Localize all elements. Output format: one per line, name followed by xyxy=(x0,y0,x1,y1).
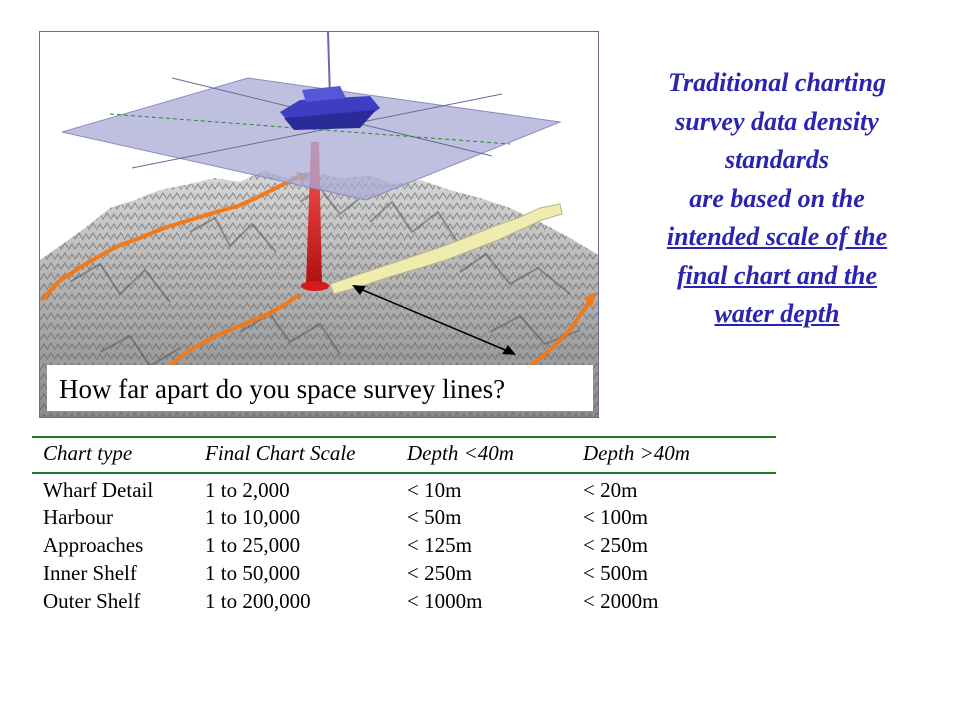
cell-final-chart-scale: 1 to 200,000 xyxy=(205,589,311,613)
cell-depth-over-40m: < 100m xyxy=(583,505,648,529)
cell-depth-under-40m: < 1000m xyxy=(407,589,483,613)
beam-footprint xyxy=(301,281,329,291)
survey-illustration: How far apart do you space survey lines? xyxy=(39,31,599,418)
side-text-line: intended scale of the xyxy=(666,222,888,251)
header-final-chart-scale: Final Chart Scale xyxy=(205,441,356,465)
cell-chart-type: Inner Shelf xyxy=(43,561,137,585)
side-text-line: water depth xyxy=(714,299,840,328)
header-depth-over-40m: Depth >40m xyxy=(583,441,690,465)
header-depth-under-40m: Depth <40m xyxy=(407,441,514,465)
table-top-rule xyxy=(32,436,776,438)
seafloor-scene xyxy=(40,32,598,417)
table-header-rule xyxy=(32,472,776,474)
swath-trail xyxy=(329,203,563,295)
side-explanation: Traditional charting survey data density s… xyxy=(628,64,926,334)
cell-depth-under-40m: < 10m xyxy=(407,478,462,502)
cell-chart-type: Outer Shelf xyxy=(43,589,141,613)
cell-final-chart-scale: 1 to 25,000 xyxy=(205,533,301,557)
side-text-line: Traditional charting xyxy=(668,68,886,97)
cell-final-chart-scale: 1 to 50,000 xyxy=(205,561,301,585)
spacing-arrow xyxy=(357,287,511,353)
header-chart-type: Chart type xyxy=(43,441,133,465)
cell-final-chart-scale: 1 to 10,000 xyxy=(205,505,301,529)
cell-depth-over-40m: < 20m xyxy=(583,478,638,502)
survey-line-middle xyxy=(164,292,302,370)
side-text-line: final chart and the xyxy=(676,260,878,290)
cell-depth-under-40m: < 50m xyxy=(407,505,462,529)
cell-chart-type: Harbour xyxy=(43,505,113,529)
cell-depth-under-40m: < 125m xyxy=(407,533,472,557)
cell-depth-under-40m: < 250m xyxy=(407,561,472,585)
cell-depth-over-40m: < 250m xyxy=(583,533,648,557)
survey-line-left xyxy=(40,172,309,302)
cell-depth-over-40m: < 2000m xyxy=(583,589,659,613)
cell-final-chart-scale: 1 to 2,000 xyxy=(205,478,290,502)
side-text-line: survey data density xyxy=(675,106,879,136)
side-text-line: are based on the xyxy=(689,183,865,213)
cell-depth-over-40m: < 500m xyxy=(583,561,648,585)
survey-vessel xyxy=(280,86,380,130)
cell-chart-type: Approaches xyxy=(43,533,144,557)
mast xyxy=(327,32,331,99)
reference-plane xyxy=(61,77,562,201)
cell-chart-type: Wharf Detail xyxy=(43,478,154,502)
side-text-line: standards xyxy=(724,145,830,174)
survey-question: How far apart do you space survey lines? xyxy=(47,365,593,411)
